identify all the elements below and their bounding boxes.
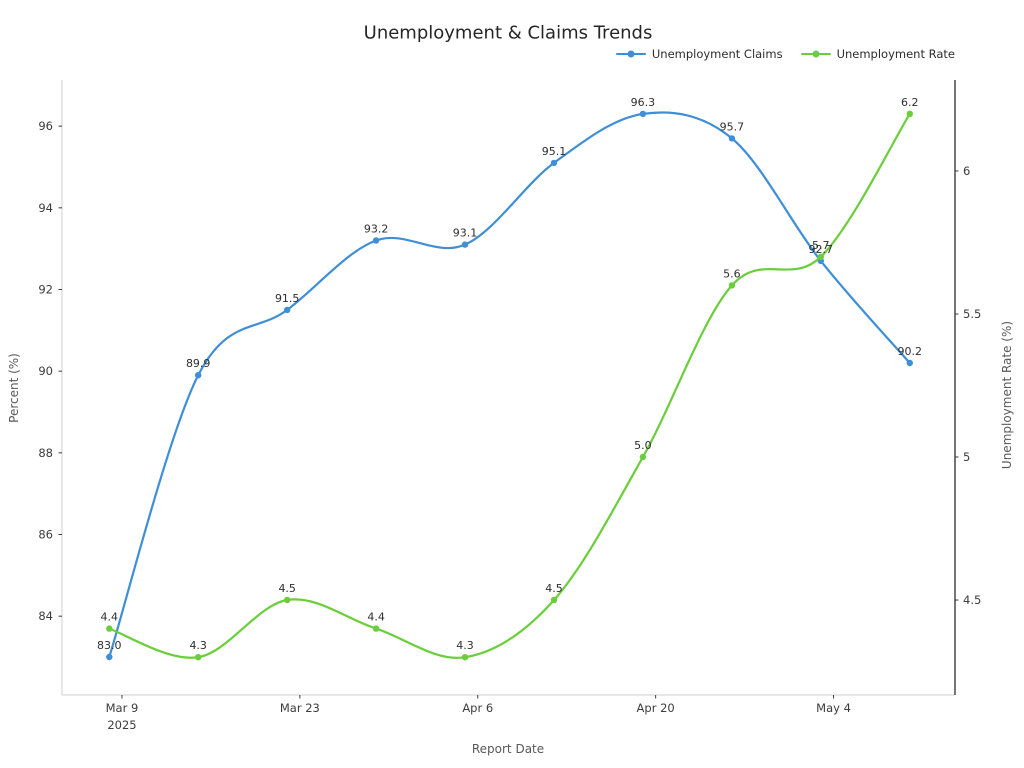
legend-line-rate-icon <box>800 50 831 58</box>
claims-data-point-label: 90.2 <box>898 345 923 358</box>
claims-data-point-label: 93.1 <box>453 227 478 240</box>
rate-line <box>108 112 911 659</box>
y-axis-label-left: Percent (%) <box>7 353 21 423</box>
claims-data-point-marker <box>906 359 913 367</box>
claims-data-point-label: 91.5 <box>275 292 300 305</box>
rate-data-point-label: 5.6 <box>723 267 741 280</box>
x-tick-label: Apr 20 <box>637 701 675 715</box>
claims-data-point-label: 95.7 <box>720 120 745 133</box>
legend-marker-dot-icon <box>812 50 820 58</box>
x-tick-label: Mar 23 <box>280 701 320 715</box>
legend-item-unemployment-claims: Unemployment Claims <box>615 47 783 61</box>
left-tick-label: 94 <box>38 201 53 215</box>
rate-data-point-label: 5.0 <box>634 439 652 452</box>
rate-data-point-marker <box>284 596 291 604</box>
x-tick-year-label: 2025 <box>107 718 136 732</box>
claims-data-point-marker <box>195 372 202 379</box>
rate-data-point-label: 6.2 <box>901 96 919 109</box>
rate-data-point-marker <box>550 596 558 604</box>
legend: Unemployment Claims Unemployment Rate <box>615 46 955 62</box>
x-tick-label: Apr 6 <box>462 701 493 715</box>
left-tick-label: 92 <box>38 282 53 296</box>
right-tick-label: 4.5 <box>963 593 981 607</box>
rate-data-point-marker <box>817 253 824 260</box>
legend-item-unemployment-rate: Unemployment Rate <box>800 47 955 61</box>
rate-data-point-marker <box>906 110 913 118</box>
claims-data-point-label: 93.2 <box>364 223 389 236</box>
claims-data-point-label: 83.0 <box>97 639 122 652</box>
right-tick-label: 5.5 <box>963 307 981 321</box>
claims-data-point-marker <box>284 306 291 314</box>
claims-data-point-label: 89.9 <box>186 357 211 370</box>
rate-data-point-marker <box>106 625 113 632</box>
chart-title: Unemployment & Claims Trends <box>363 22 653 44</box>
rate-data-point-label: 4.5 <box>545 582 563 595</box>
x-tick-label: Mar 9 <box>106 701 139 715</box>
claims-line <box>108 111 911 659</box>
claims-data-point-marker <box>550 159 558 167</box>
left-tick-label: 90 <box>38 364 53 378</box>
legend-label-claims: Unemployment Claims <box>651 47 783 61</box>
rate-data-point-label: 5.7 <box>812 239 830 252</box>
claims-data-point-label: 95.1 <box>542 145 567 158</box>
left-tick-label: 88 <box>38 446 53 460</box>
claims-data-point-marker <box>372 237 380 244</box>
legend-marker-dot-icon <box>627 50 635 58</box>
claims-data-point-label: 92.7 <box>809 243 834 256</box>
claims-data-point-marker <box>639 110 647 118</box>
legend-label-rate: Unemployment Rate <box>836 47 955 61</box>
x-tick-label: May 4 <box>816 701 851 715</box>
rate-data-point-marker <box>461 654 469 661</box>
left-tick-label: 86 <box>38 528 53 542</box>
rate-data-point-marker <box>372 625 380 632</box>
claims-data-point-marker <box>106 653 113 661</box>
left-tick-label: 84 <box>38 609 53 623</box>
right-tick-label: 6 <box>963 164 970 178</box>
rate-data-point-marker <box>195 654 202 661</box>
y-axis-label-right: Unemployment Rate (%) <box>1000 320 1014 470</box>
rate-data-point-marker <box>639 453 647 461</box>
claims-data-point-marker <box>728 135 736 142</box>
rate-data-point-label: 4.3 <box>456 639 474 652</box>
x-axis-label: Report Date <box>471 742 545 756</box>
legend-line-claims-icon <box>615 50 646 58</box>
claims-data-point-label: 96.3 <box>631 96 656 109</box>
left-tick-label: 96 <box>38 119 53 133</box>
rate-data-point-label: 4.4 <box>101 611 119 624</box>
rate-data-point-label: 4.3 <box>189 639 207 652</box>
rate-data-point-marker <box>728 282 736 289</box>
right-tick-label: 5 <box>963 450 970 464</box>
claims-data-point-marker <box>461 241 469 248</box>
rate-data-point-label: 4.5 <box>278 582 296 595</box>
rate-data-point-label: 4.4 <box>367 611 385 624</box>
